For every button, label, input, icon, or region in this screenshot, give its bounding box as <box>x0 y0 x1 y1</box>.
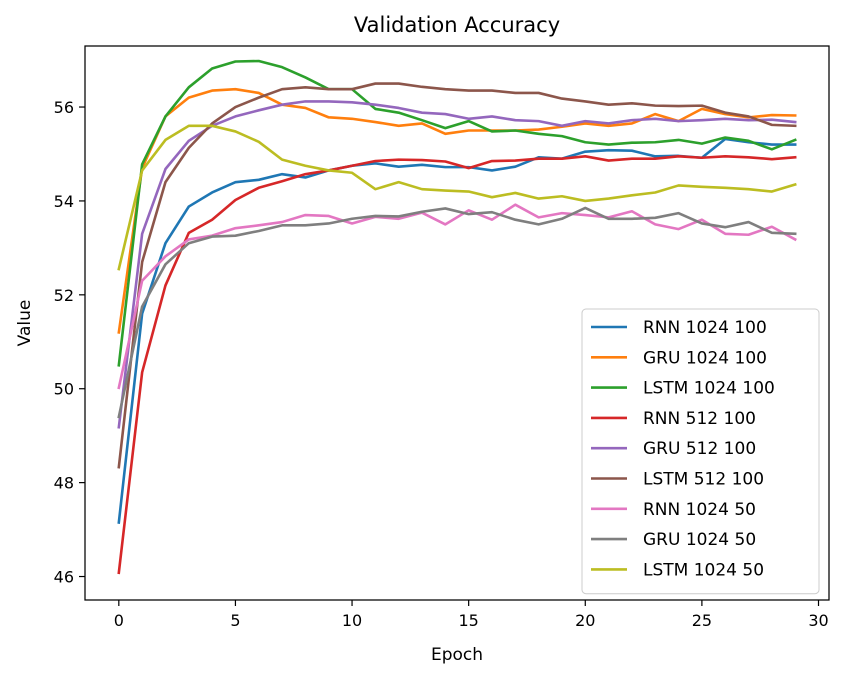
series-line-5 <box>117 82 797 469</box>
y-axis-label: Value <box>15 300 35 347</box>
y-tick-label: 50 <box>54 380 74 399</box>
y-tick-label: 56 <box>54 98 74 117</box>
legend-label: RNN 512 100 <box>643 409 756 429</box>
y-tick-label: 54 <box>54 192 74 211</box>
series-line-3 <box>117 155 797 575</box>
plot-frame <box>84 45 830 601</box>
x-tick-label: 25 <box>692 611 712 630</box>
series-line-7 <box>117 206 797 419</box>
y-tick-label: 52 <box>54 286 74 305</box>
x-tick-label: 10 <box>342 611 362 630</box>
legend-label: LSTM 1024 100 <box>643 379 775 399</box>
legend-label: RNN 1024 100 <box>643 318 767 338</box>
y-tick-label: 46 <box>54 568 74 587</box>
legend-label: GRU 512 100 <box>643 439 756 459</box>
y-tick-label: 48 <box>54 474 74 493</box>
legend-label: LSTM 1024 50 <box>643 560 764 580</box>
series-line-8 <box>117 124 797 271</box>
x-tick-label: 15 <box>458 611 478 630</box>
x-tick-label: 0 <box>114 611 124 630</box>
legend-box <box>581 308 820 595</box>
plot-lines <box>117 59 797 575</box>
series-line-6 <box>117 203 797 390</box>
legend-label: RNN 1024 50 <box>643 500 756 520</box>
chart-title: Validation Accuracy <box>354 13 560 37</box>
legend: RNN 1024 100 GRU 1024 100 LSTM 1024 100 RNN… <box>581 308 820 595</box>
x-axis-ticks: 0 5 10 15 20 25 30 <box>114 600 829 630</box>
x-tick-label: 20 <box>575 611 595 630</box>
series-line-1 <box>117 87 797 334</box>
x-tick-label: 30 <box>808 611 828 630</box>
legend-label: LSTM 512 100 <box>643 470 764 490</box>
y-axis-ticks: 46 48 50 52 54 56 <box>54 98 85 587</box>
x-tick-label: 5 <box>230 611 240 630</box>
legend-label: GRU 1024 50 <box>643 530 756 550</box>
x-axis-label: Epoch <box>431 645 483 665</box>
legend-label: GRU 1024 100 <box>643 348 767 368</box>
series-line-4 <box>117 100 797 429</box>
series-line-2 <box>117 59 797 367</box>
